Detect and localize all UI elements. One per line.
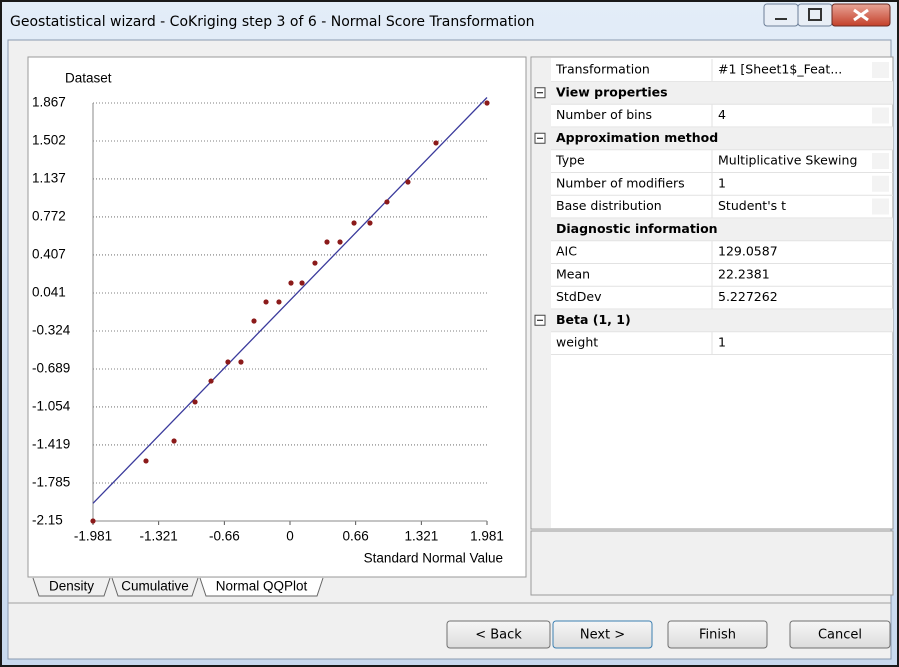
dropdown-button[interactable] — [872, 153, 889, 169]
point — [337, 239, 343, 245]
button-label: < Back — [475, 628, 522, 643]
x-tick-label: -0.66 — [209, 529, 240, 544]
group-header — [551, 127, 893, 150]
property-name: AIC — [556, 244, 577, 259]
x-tick-label: 1.321 — [404, 529, 438, 544]
group-title: Approximation method — [556, 130, 718, 145]
point — [405, 179, 411, 185]
point — [263, 299, 269, 305]
property-name: Transformation — [555, 62, 650, 77]
tab[interactable] — [199, 577, 324, 597]
x-tick-label: -1.321 — [139, 529, 177, 544]
point — [484, 100, 490, 106]
y-tick-label: -0.324 — [32, 323, 71, 338]
point — [90, 518, 96, 524]
description-panel — [530, 530, 894, 596]
dropdown-button[interactable] — [872, 107, 889, 124]
property-name: StdDev — [556, 289, 602, 304]
point — [384, 199, 390, 205]
property-value: #1 [Sheet1$_Feat... — [718, 62, 842, 77]
group-header — [551, 218, 893, 241]
point — [238, 359, 244, 365]
dropdown-button[interactable] — [872, 62, 889, 78]
property-value: 1 — [718, 175, 726, 190]
dropdown-button[interactable] — [872, 175, 889, 192]
minimize-button[interactable] — [763, 3, 799, 27]
group-title: Diagnostic information — [556, 221, 718, 236]
y-tick-label: 0.772 — [32, 209, 66, 224]
property-value: 4 — [718, 107, 726, 122]
y-tick-label: 1.502 — [32, 133, 66, 148]
point — [312, 260, 318, 266]
y-tick-label: 1.867 — [32, 95, 66, 110]
point — [143, 458, 149, 464]
group-title: Beta (1, 1) — [556, 312, 631, 327]
point — [276, 299, 282, 305]
point — [225, 359, 231, 365]
property-value: 129.0587 — [718, 244, 778, 259]
property-value: 5.227262 — [718, 289, 778, 304]
grid-gutter — [532, 58, 551, 528]
point — [171, 438, 177, 444]
property-value: Student's t — [718, 198, 786, 213]
window-controls — [763, 3, 891, 27]
property-value: Multiplicative Skewing — [718, 153, 857, 168]
property-name: Number of modifiers — [556, 175, 685, 190]
y-tick-label: -1.785 — [32, 475, 70, 490]
property-name: Mean — [556, 266, 590, 281]
group-header — [551, 309, 893, 332]
window-title: Geostatistical wizard - CoKriging step 3… — [10, 14, 535, 30]
x-tick-label: 1.981 — [470, 529, 504, 544]
point — [192, 399, 198, 405]
point — [251, 318, 257, 324]
point — [367, 220, 373, 226]
x-tick-label: -1.981 — [74, 529, 112, 544]
point — [288, 280, 294, 286]
point — [299, 280, 305, 286]
tab-label: Normal QQPlot — [216, 579, 308, 594]
point — [208, 378, 214, 384]
button[interactable] — [789, 620, 891, 649]
y-tick-label: -2.15 — [32, 513, 63, 528]
property-name: Base distribution — [556, 198, 662, 213]
reference-line — [92, 97, 488, 504]
property-name: weight — [556, 335, 598, 350]
point — [433, 140, 439, 146]
y-tick-label: -0.689 — [32, 361, 70, 376]
tab[interactable] — [111, 577, 199, 597]
y-tick-label: 0.407 — [32, 246, 66, 261]
button-label: Finish — [699, 628, 736, 643]
y-tick-label: 1.137 — [32, 171, 66, 186]
group-header — [551, 81, 893, 105]
y-tick-label: 0.041 — [32, 285, 66, 300]
property-value: 1 — [718, 335, 726, 350]
dropdown-button[interactable] — [872, 198, 889, 215]
tab[interactable] — [32, 577, 111, 597]
property-name: Number of bins — [556, 107, 652, 122]
button[interactable] — [446, 620, 551, 649]
x-tick-label: 0.66 — [342, 529, 368, 544]
y-axis-label: Dataset — [65, 71, 112, 86]
group-title: View properties — [556, 84, 668, 99]
tab-label: Density — [49, 579, 94, 594]
y-tick-label: -1.054 — [32, 399, 71, 414]
property-name: Type — [555, 153, 585, 168]
button-label: Next > — [580, 628, 625, 643]
button-label: Cancel — [818, 628, 862, 643]
maximize-button[interactable] — [797, 3, 833, 27]
x-axis-label: Standard Normal Value — [364, 551, 503, 566]
button[interactable] — [552, 620, 653, 649]
x-tick-label: 0 — [286, 529, 294, 544]
property-value: 22.2381 — [718, 266, 770, 281]
y-tick-label: -1.419 — [32, 436, 70, 451]
point — [351, 220, 357, 226]
button[interactable] — [667, 620, 768, 649]
point — [324, 239, 330, 245]
tab-label: Cumulative — [121, 579, 189, 594]
